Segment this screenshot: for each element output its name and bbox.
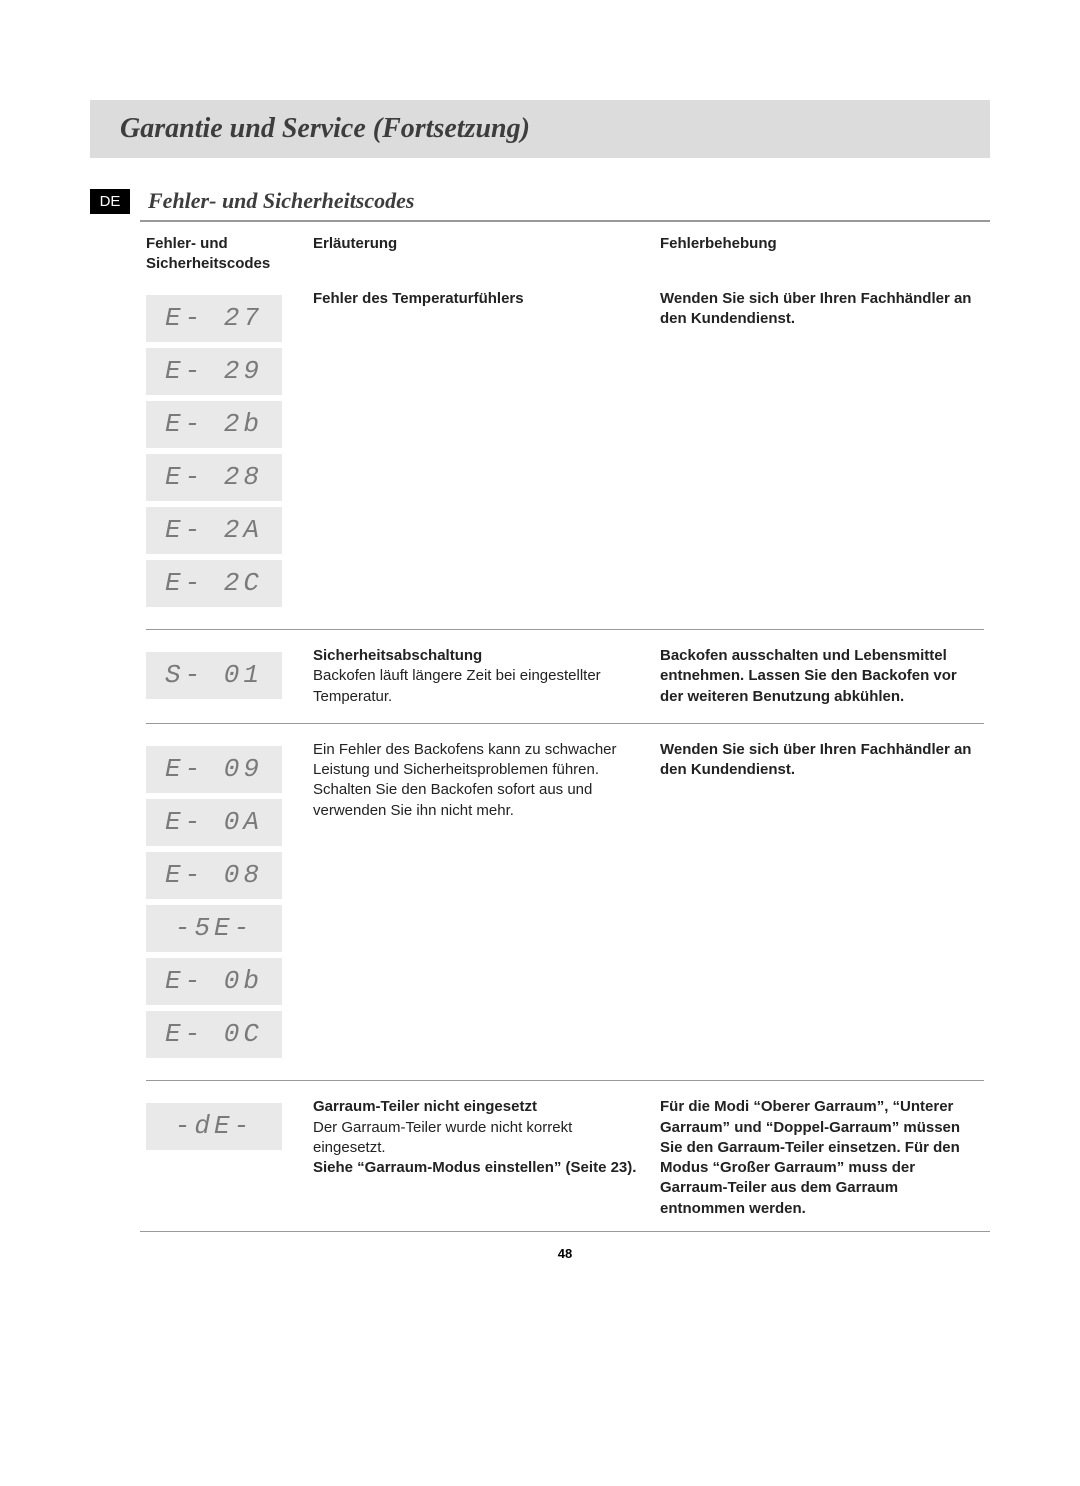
separator-row [140,711,990,736]
header-fix: Fehlerbehebung [654,230,990,285]
error-code-chip: E- 2b [146,401,282,448]
error-code-chip: E- 0b [146,958,282,1005]
fix-cell: Backofen ausschalten und Lebensmittel en… [654,642,990,711]
explanation-cell: Ein Fehler des Backofens kann zu schwach… [307,736,654,1069]
page-number: 48 [140,1246,990,1261]
codes-cell: -dE- [140,1093,307,1223]
language-badge: DE [90,189,130,214]
explanation-text: Der Garraum-Teiler wurde nicht korrekt e… [313,1118,648,1159]
divider [140,1231,990,1232]
fix-text: Wenden Sie sich über Ihren Fachhändler a… [660,289,984,330]
error-code-chip: S- 01 [146,652,282,699]
header-explanation: Erläuterung [307,230,654,285]
content-area: Fehler- und Sicherheitscodes Erläuterung… [140,220,990,1261]
explanation-heading: Sicherheitsabschaltung [313,646,648,666]
error-code-chip: E- 29 [146,348,282,395]
explanation-cell: Garraum-Teiler nicht eingesetztDer Garra… [307,1093,654,1223]
error-code-chip: E- 08 [146,852,282,899]
fix-cell: Wenden Sie sich über Ihren Fachhändler a… [654,736,990,1069]
divider [146,1080,984,1081]
error-code-chip: -5E- [146,905,282,952]
table-header-row: Fehler- und Sicherheitscodes Erläuterung… [140,230,990,285]
divider [140,220,990,222]
codes-cell: S- 01 [140,642,307,711]
fix-cell: Für die Modi “Oberer Garraum”, “Unterer … [654,1093,990,1223]
error-code-chip: E- 28 [146,454,282,501]
separator-row [140,617,990,642]
table-row: E- 27 E- 29 E- 2b E- 28 E- 2A E- 2C Fehler des… [140,285,990,618]
subtitle-row: DE Fehler- und Sicherheitscodes [90,188,990,214]
fix-text: Wenden Sie sich über Ihren Fachhändler a… [660,740,984,781]
error-code-chip: E- 0A [146,799,282,846]
error-code-chip: E- 09 [146,746,282,793]
error-code-chip: E- 2C [146,560,282,607]
explanation-cell: SicherheitsabschaltungBackofen läuft län… [307,642,654,711]
error-code-chip: E- 2A [146,507,282,554]
divider [146,723,984,724]
section-subtitle: Fehler- und Sicherheitscodes [148,188,414,214]
error-code-chip: E- 0C [146,1011,282,1058]
header-codes: Fehler- und Sicherheitscodes [140,230,307,285]
explanation-cell: Fehler des Temperaturfühlers [307,285,654,618]
codes-cell: E- 09 E- 0A E- 08 -5E- E- 0b E- 0C [140,736,307,1069]
fix-cell: Wenden Sie sich über Ihren Fachhändler a… [654,285,990,618]
error-code-chip: E- 27 [146,295,282,342]
explanation-text: Ein Fehler des Backofens kann zu schwach… [313,740,648,821]
table-row: -dE- Garraum-Teiler nicht eingesetztDer G… [140,1093,990,1223]
error-codes-table: Fehler- und Sicherheitscodes Erläuterung… [140,230,990,1223]
table-row: E- 09 E- 0A E- 08 -5E- E- 0b E- 0C Ein Fehler … [140,736,990,1069]
explanation-note: Siehe “Garraum-Modus einstellen” (Seite … [313,1158,648,1178]
explanation-heading: Fehler des Temperaturfühlers [313,289,648,309]
fix-text: Für die Modi “Oberer Garraum”, “Unterer … [660,1097,984,1219]
divider [146,629,984,630]
explanation-text: Backofen läuft längere Zeit bei eingeste… [313,666,648,707]
table-row: S- 01 SicherheitsabschaltungBackofen läuf… [140,642,990,711]
explanation-heading: Garraum-Teiler nicht eingesetzt [313,1097,648,1117]
title-band: Garantie und Service (Fortsetzung) [90,100,990,158]
codes-cell: E- 27 E- 29 E- 2b E- 28 E- 2A E- 2C [140,285,307,618]
separator-row [140,1068,990,1093]
document-page: Garantie und Service (Fortsetzung) DE Fe… [0,0,1080,1321]
error-code-chip: -dE- [146,1103,282,1150]
page-title: Garantie und Service (Fortsetzung) [120,113,530,145]
fix-text: Backofen ausschalten und Lebensmittel en… [660,646,984,707]
